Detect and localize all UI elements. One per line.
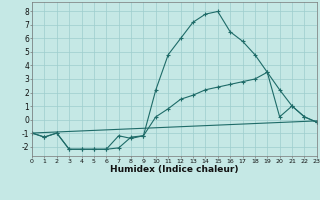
- X-axis label: Humidex (Indice chaleur): Humidex (Indice chaleur): [110, 165, 239, 174]
